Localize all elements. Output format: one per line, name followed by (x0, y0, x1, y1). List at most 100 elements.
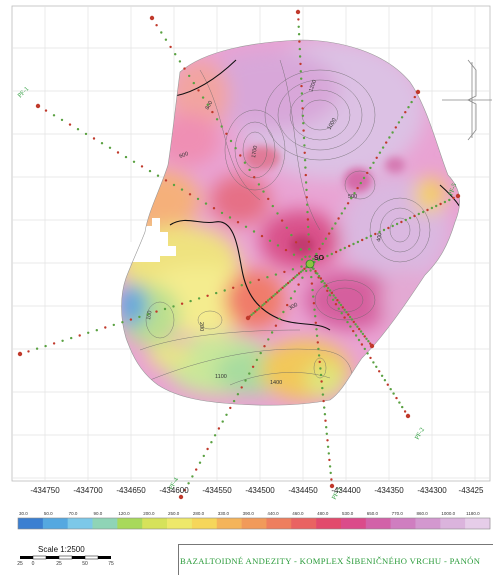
electrode-dot (369, 356, 372, 360)
scale-number: 75 (108, 561, 114, 567)
electrode-dot (305, 269, 308, 273)
electrode-dot (330, 252, 333, 256)
electrode-dot (347, 313, 350, 316)
legend-value: 1000.0 (441, 511, 456, 516)
scale-title: Scale 1:2500 (38, 545, 85, 554)
electrode-dot (198, 461, 202, 464)
electrode-dot (343, 246, 346, 250)
electrode-dot (363, 347, 366, 351)
legend-value: 460.0 (292, 511, 304, 516)
legend-swatch (142, 518, 168, 529)
electrode-dot (349, 325, 352, 328)
electrode-dot (248, 372, 251, 375)
electrode-dot (172, 305, 175, 308)
profile-end-marker (405, 413, 411, 419)
electrode-dot (289, 297, 293, 300)
electrode-dot (169, 45, 172, 49)
electrode-dot (268, 297, 272, 301)
legend-value: 650.0 (366, 511, 379, 516)
electrode-dot (104, 326, 107, 329)
legend-value: 860.0 (416, 511, 428, 516)
electrode-dot (369, 234, 373, 238)
electrode-dot (314, 321, 317, 324)
x-tick-label: -434500 (245, 486, 275, 495)
electrode-dot (350, 197, 353, 200)
electrode-dot (294, 275, 297, 278)
electrode-dot (375, 156, 378, 159)
legend-value: 480.0 (317, 511, 329, 516)
electrode-dot (326, 254, 329, 258)
electrode-dot (313, 308, 316, 311)
contour-label: 100 (146, 310, 154, 320)
electrode-dot (378, 230, 381, 234)
electrode-dot (331, 298, 335, 301)
electrode-dot (215, 291, 218, 295)
legend-value: 50.0 (43, 511, 53, 516)
contour-label: 500 (348, 194, 357, 200)
electrode-dot (212, 207, 216, 210)
legend-swatch (92, 518, 118, 529)
electrode-dot (324, 419, 327, 422)
electrode-dot (277, 289, 281, 293)
electrode-dot (327, 286, 330, 290)
formation-box (178, 544, 493, 575)
electrode-dot (263, 345, 266, 348)
electrode-dot (365, 236, 368, 240)
electrode-dot (360, 343, 364, 346)
legend-value: 120.0 (118, 511, 130, 516)
x-tick-label: -434550 (202, 486, 232, 495)
electrode-dot (140, 165, 144, 168)
electrode-dot (308, 248, 311, 251)
blank-area (128, 218, 176, 262)
electrode-dot (318, 247, 321, 250)
electrode-dot (315, 334, 319, 337)
electrode-dot (197, 297, 201, 300)
electrode-dot (317, 258, 320, 262)
electrode-dot (404, 111, 407, 114)
electrode-dot (112, 323, 116, 327)
electrode-dot (225, 413, 228, 416)
electrode-dot (164, 179, 168, 182)
electrode-dot (316, 341, 319, 344)
electrode-dot (244, 379, 247, 382)
electrode-dot (323, 285, 326, 288)
electrode-dot (270, 331, 274, 334)
electrode-dot (374, 232, 377, 236)
electrode-dot (76, 128, 80, 131)
electrode-dot (321, 279, 324, 283)
electrode-dot (358, 327, 361, 331)
electrode-dot (266, 276, 269, 279)
electrode-dot (330, 478, 333, 481)
electrode-dot (329, 294, 332, 297)
electrode-dot (148, 169, 152, 173)
electrode-dot (410, 100, 413, 104)
electrode-dot (116, 151, 120, 154)
electrode-dot (326, 445, 330, 448)
electrode-dot (366, 352, 369, 355)
electrode-dot (378, 151, 382, 154)
electrode-dot (296, 273, 299, 277)
electrode-dot (325, 426, 328, 429)
legend-swatch (415, 518, 441, 529)
legend-swatch (440, 518, 466, 529)
electrode-dot (301, 114, 305, 118)
electrode-dot (346, 320, 349, 324)
electrode-dot (318, 360, 321, 364)
electrode-dot (229, 139, 233, 143)
electrode-dot (326, 289, 329, 292)
electrode-dot (250, 313, 253, 316)
electrode-dot (297, 272, 301, 275)
electrode-dot (285, 226, 288, 229)
electrode-dot (206, 447, 209, 451)
electrode-dot (68, 123, 72, 126)
electrode-dot (306, 203, 309, 206)
electrode-dot (305, 188, 308, 192)
electrode-dot (312, 267, 315, 270)
electrode-dot (306, 210, 309, 214)
electrode-dot (259, 305, 262, 309)
electrode-dot (352, 242, 355, 246)
center-label: SO (314, 255, 325, 262)
electrode-dot (78, 334, 81, 337)
electrode-dot (334, 303, 338, 306)
electrode-dot (378, 370, 381, 373)
